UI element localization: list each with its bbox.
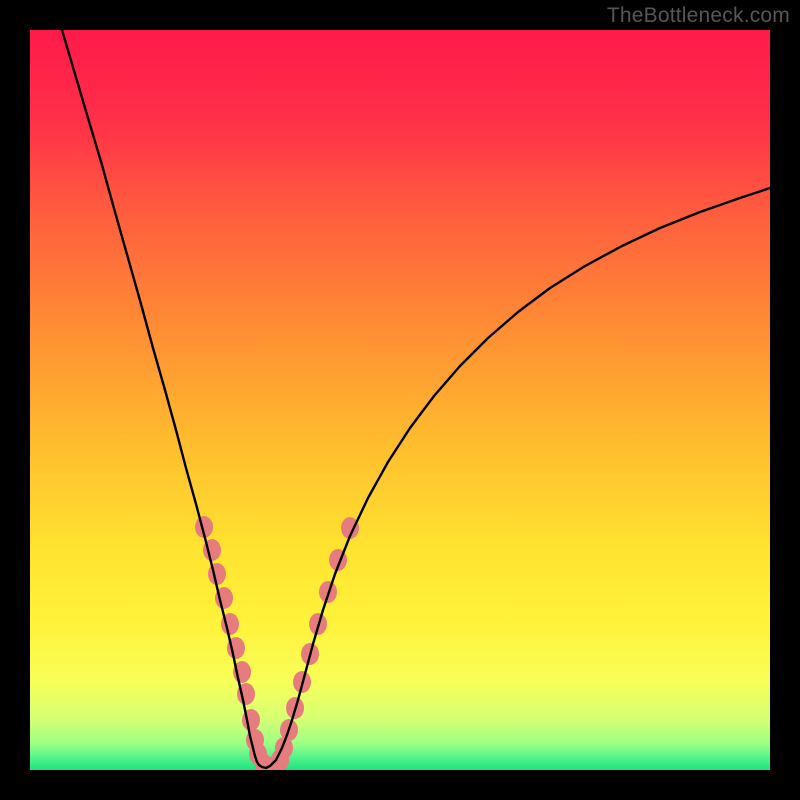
figure-root: TheBottleneck.com [0, 0, 800, 800]
plot-area [30, 30, 770, 770]
border-bottom [0, 770, 800, 800]
marker-dot [208, 563, 226, 585]
border-left [0, 0, 30, 800]
right-curve [287, 188, 770, 735]
left-curve [62, 30, 287, 768]
watermark-text: TheBottleneck.com [607, 4, 790, 28]
curves-layer [30, 30, 770, 770]
markers-group [195, 516, 359, 778]
border-right [770, 0, 800, 800]
